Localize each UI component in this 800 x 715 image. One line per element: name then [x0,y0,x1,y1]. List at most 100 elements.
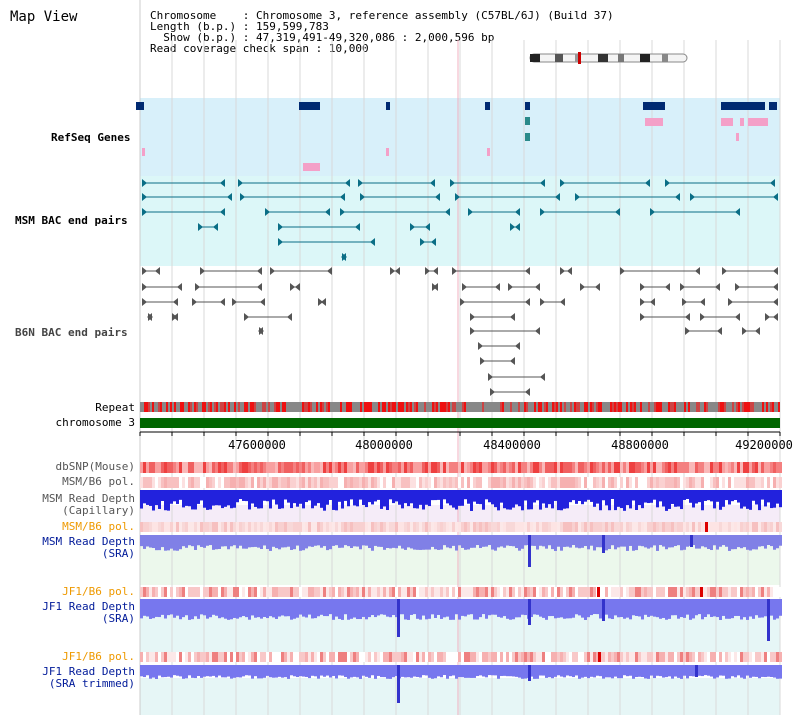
polymorphism-cell [437,587,440,597]
polymorphism-cell [656,587,659,597]
repeat-element [772,402,774,412]
polymorphism-cell [242,652,245,662]
depth-bar [665,665,668,678]
polymorphism-cell [650,522,653,532]
depth-bar [533,599,536,615]
polymorphism-cell [656,477,659,488]
depth-bar [581,490,584,505]
depth-bar [617,665,620,679]
polymorphism-cell [272,522,275,532]
polymorphism-cell [368,652,371,662]
depth-bar [584,535,587,547]
track-label-chromosome: chromosome 3 [55,416,135,429]
dbsnp-heat-cell [506,462,509,473]
gene-feature [299,102,320,110]
polymorphism-cell [545,587,548,597]
polymorphism-cell [290,522,293,532]
depth-bar [599,665,602,677]
polymorphism-cell [281,587,284,597]
depth-bar [755,665,758,677]
depth-bar [515,665,518,677]
polymorphism-cell [173,477,176,488]
depth-bar [320,665,323,676]
b6n-bac-pair [755,327,760,335]
depth-bar [701,599,704,620]
depth-bar [311,665,314,676]
repeat-element [228,402,230,412]
dbsnp-heat-cell [239,462,242,473]
depth-bar [308,599,311,615]
dbsnp-heat-cell [527,462,530,473]
repeat-element [268,402,270,412]
polymorphism-cell [386,477,389,488]
polymorphism-cell [527,477,530,488]
dbsnp-heat-cell [596,462,599,473]
polymorphism-cell [650,477,653,488]
depth-bar [296,490,299,507]
depth-bar [317,535,320,546]
depth-bar [197,599,200,619]
depth-bar [482,490,485,510]
polymorphism-cell [692,477,695,488]
polymorphism-cell [386,587,389,597]
depth-bar [218,665,221,676]
depth-bar [248,490,251,510]
repeat-element [416,402,418,412]
dbsnp-heat-cell [464,462,467,473]
polymorphism-cell [743,652,746,662]
track-label-msm-bac[interactable]: MSM BAC end pairs [15,214,128,227]
depth-bar [632,490,635,501]
depth-bar [572,490,575,501]
ideogram-band [598,54,608,62]
polymorphism-cell [707,652,710,662]
polymorphism-cell [395,477,398,488]
polymorphism-cell [545,477,548,488]
dbsnp-heat-cell [575,462,578,473]
polymorphism-cell [188,477,191,488]
depth-bar [536,490,539,501]
dbsnp-heat-cell [647,462,650,473]
polymorphism-cell [524,522,527,532]
depth-bar [572,535,575,546]
depth-bar [458,665,461,678]
repeat-element [750,402,752,412]
track-label-b6n-bac[interactable]: B6N BAC end pairs [15,326,128,339]
depth-bar [674,665,677,677]
polymorphism-cell [185,522,188,532]
polymorphism-cell [761,522,764,532]
depth-bar [737,490,740,503]
polymorphism-cell [512,522,515,532]
track-label-refseq[interactable]: RefSeq Genes [51,131,131,144]
b6n-bac-pair [715,283,720,291]
depth-bar [626,535,629,551]
depth-bar [641,665,644,678]
depth-bar [272,490,275,500]
chromosome-bar [140,418,780,428]
polymorphism-cell [644,522,647,532]
polymorphism-cell [641,522,644,532]
polymorphism-cell [332,477,335,488]
polymorphism-cell [704,652,707,662]
gene-feature [525,133,530,141]
repeat-element [310,402,312,412]
polymorphism-cell [758,587,761,597]
depth-bar [500,665,503,676]
polymorphism-cell [203,477,206,488]
polymorphism-cell [359,652,362,662]
depth-bar [449,665,452,677]
dbsnp-heat-cell [539,462,542,473]
polymorphism-cell [215,587,218,597]
gene-feature [525,102,530,110]
dbsnp-heat-cell [611,462,614,473]
polymorphism-cell [485,587,488,597]
polymorphism-cell [752,477,755,488]
polymorphism-cell [377,587,380,597]
b6n-bac-pair [480,357,485,365]
depth-bar [776,535,779,549]
depth-bar [686,490,689,500]
polymorphism-cell [611,652,614,662]
depth-bar [371,535,374,551]
polymorphism-cell [260,587,263,597]
dbsnp-heat-cell [230,462,233,473]
